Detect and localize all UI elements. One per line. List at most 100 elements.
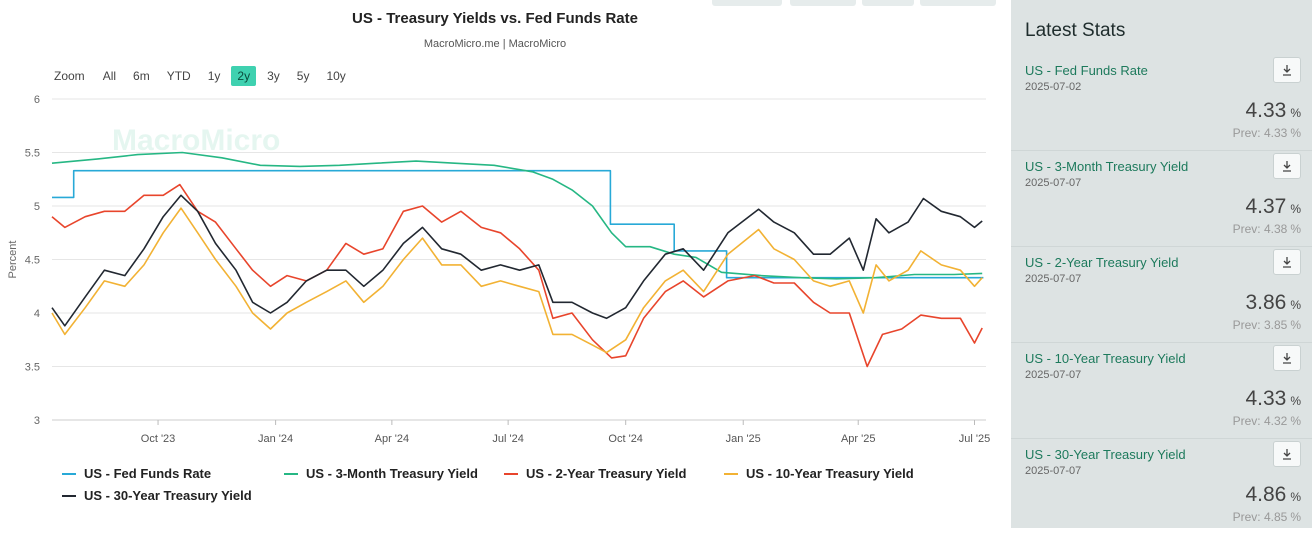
chart-subtitle: MacroMicro.me | MacroMicro: [423, 38, 567, 50]
legend-swatch: [724, 472, 738, 475]
divider: [1011, 438, 1312, 439]
divider: [1011, 246, 1312, 247]
y-tick-label: 5: [34, 201, 40, 213]
stat-prev-unit: %: [1290, 318, 1301, 332]
range-button-10y[interactable]: 10y: [326, 69, 346, 83]
y-tick-label: 4: [34, 308, 40, 320]
x-tick-label: Oct '24: [608, 433, 643, 445]
stat-fed-funds-rate: US - Fed Funds Rate 2025-07-02 4.33% Pre…: [1025, 57, 1301, 153]
y-axis-label: Percent: [7, 241, 19, 279]
stat-prev-unit: %: [1290, 510, 1301, 524]
x-tick-label: Jan '25: [726, 433, 761, 445]
stat-unit: %: [1290, 106, 1301, 120]
stat-value-number: 3.86: [1245, 291, 1287, 314]
download-button[interactable]: [1273, 441, 1301, 467]
download-button[interactable]: [1273, 249, 1301, 275]
stat-value-number: 4.33: [1245, 99, 1287, 122]
top-tab[interactable]: [712, 0, 782, 6]
chart-title: US - Treasury Yields vs. Fed Funds Rate: [352, 10, 638, 27]
legend-item-30-year[interactable]: US - 30-Year Treasury Yield: [62, 488, 252, 503]
legend-label: US - 10-Year Treasury Yield: [746, 466, 914, 481]
download-icon: [1283, 257, 1291, 268]
top-tab[interactable]: [862, 0, 914, 6]
range-button-2y[interactable]: 2y: [231, 66, 257, 86]
download-button[interactable]: [1273, 57, 1301, 83]
legend-item-10-year[interactable]: US - 10-Year Treasury Yield: [724, 466, 914, 481]
y-tick-label: 6: [34, 94, 40, 106]
stat-prev: Prev: 4.32%: [1233, 414, 1301, 428]
stat-name[interactable]: US - 2-Year Treasury Yield: [1025, 255, 1179, 270]
download-button[interactable]: [1273, 153, 1301, 179]
stat-2-year-yield: US - 2-Year Treasury Yield 2025-07-07 3.…: [1025, 249, 1301, 345]
legend-item-2-year[interactable]: US - 2-Year Treasury Yield: [504, 466, 686, 481]
stat-name[interactable]: US - 3-Month Treasury Yield: [1025, 159, 1189, 174]
range-button-3y[interactable]: 3y: [267, 69, 280, 83]
stat-name[interactable]: US - Fed Funds Rate: [1025, 63, 1148, 78]
download-icon: [1283, 65, 1291, 76]
download-button[interactable]: [1273, 345, 1301, 371]
line-chart: MacroMicro 3 3.5 4 4.5 5 5.5 6 Percent Oct '23 Jan…: [7, 94, 990, 445]
legend-swatch: [62, 494, 76, 497]
stat-name[interactable]: US - 30-Year Treasury Yield: [1025, 447, 1186, 462]
x-tick-label: Jul '25: [959, 433, 990, 445]
stat-3-month-yield: US - 3-Month Treasury Yield 2025-07-07 4…: [1025, 153, 1301, 249]
legend-item-fed-funds[interactable]: US - Fed Funds Rate: [62, 466, 211, 481]
top-tab[interactable]: [790, 0, 856, 6]
series-line-fed-funds-rate: [52, 169, 984, 279]
stat-10-year-yield: US - 10-Year Treasury Yield 2025-07-07 4…: [1025, 345, 1301, 441]
watermark-text: MacroMicro: [112, 124, 280, 157]
stat-value: 4.37%: [1245, 195, 1301, 219]
divider: [1011, 342, 1312, 343]
range-button-all[interactable]: All: [102, 69, 117, 83]
legend-label: US - 30-Year Treasury Yield: [84, 488, 252, 503]
legend-swatch: [504, 472, 518, 475]
stat-prev: Prev: 4.38%: [1233, 222, 1301, 236]
stat-value: 4.33%: [1245, 99, 1301, 123]
y-tick-label: 4.5: [25, 255, 40, 267]
stat-prev-value: Prev: 4.33: [1232, 126, 1288, 140]
range-selector: Zoom All 6m YTD 1y 2y 3y 5y 10y: [54, 66, 357, 86]
stat-value-number: 4.37: [1245, 195, 1287, 218]
legend-label: US - 3-Month Treasury Yield: [306, 466, 478, 481]
stat-unit: %: [1290, 490, 1301, 504]
top-tab[interactable]: [920, 0, 996, 6]
download-icon: [1283, 161, 1291, 172]
stat-date: 2025-07-07: [1025, 273, 1082, 285]
range-button-6m[interactable]: 6m: [133, 69, 150, 83]
stat-prev: Prev: 4.85%: [1233, 510, 1301, 524]
latest-stats-panel: Latest Stats US - Fed Funds Rate 2025-07…: [1011, 0, 1312, 528]
range-button-ytd[interactable]: YTD: [166, 69, 191, 83]
divider: [1011, 150, 1312, 151]
stat-prev-value: Prev: 4.85: [1232, 510, 1288, 524]
stat-date: 2025-07-02: [1025, 81, 1082, 93]
legend-label: US - 2-Year Treasury Yield: [526, 466, 687, 481]
legend-item-3-month[interactable]: US - 3-Month Treasury Yield: [284, 466, 478, 481]
chart-panel: US - Treasury Yields vs. Fed Funds Rate …: [7, 0, 996, 503]
stat-unit: %: [1290, 202, 1301, 216]
series-line-3-month-treasury-yield: [51, 151, 983, 280]
y-tick-label: 5.5: [25, 148, 40, 160]
series-line-10-year-treasury-yield: [51, 207, 983, 354]
stat-prev-unit: %: [1290, 414, 1301, 428]
stat-prev: Prev: 3.85%: [1233, 318, 1301, 332]
stat-value-number: 4.33: [1245, 387, 1287, 410]
zoom-label: Zoom: [54, 69, 85, 83]
download-icon: [1283, 449, 1291, 460]
x-tick-label: Oct '23: [141, 433, 176, 445]
legend-swatch: [284, 472, 298, 475]
range-button-5y[interactable]: 5y: [296, 69, 310, 83]
series-line-2-year-treasury-yield: [51, 183, 983, 368]
stat-name[interactable]: US - 10-Year Treasury Yield: [1025, 351, 1186, 366]
stat-prev-value: Prev: 4.32: [1232, 414, 1288, 428]
download-icon: [1283, 353, 1291, 364]
stat-30-year-yield: US - 30-Year Treasury Yield 2025-07-07 4…: [1025, 441, 1301, 537]
y-tick-label: 3.5: [25, 362, 40, 374]
stat-prev: Prev: 4.33%: [1233, 126, 1301, 140]
latest-stats-title: Latest Stats: [1025, 20, 1126, 41]
legend-label: US - Fed Funds Rate: [84, 466, 212, 481]
x-tick-label: Apr '25: [841, 433, 876, 445]
stat-value: 4.86%: [1245, 483, 1301, 507]
x-tick-label: Jul '24: [492, 433, 523, 445]
x-tick-label: Jan '24: [258, 433, 293, 445]
range-button-1y[interactable]: 1y: [207, 69, 221, 83]
